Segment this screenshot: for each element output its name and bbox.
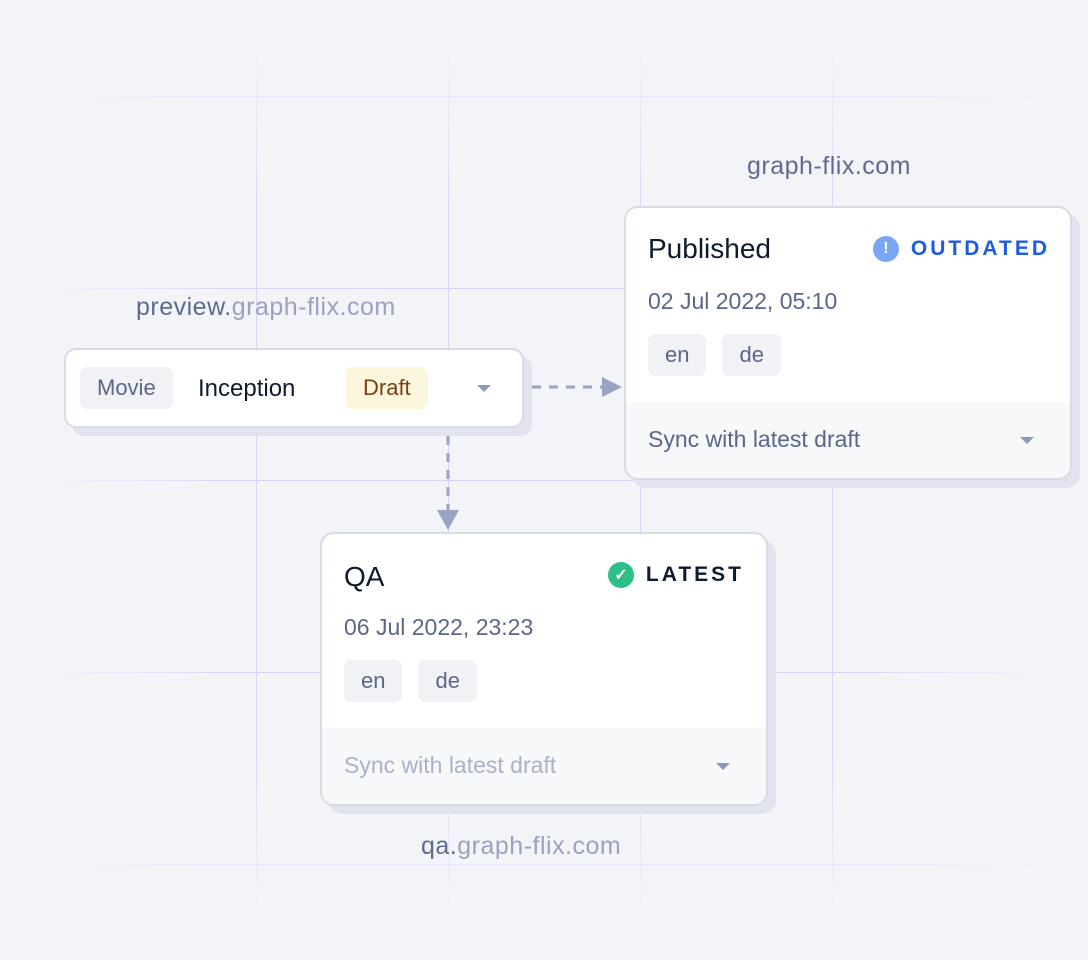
exclamation-icon: ! [872,236,899,262]
check-icon: ✓ [607,562,634,588]
domain-rest: graph-flix.com [231,293,396,321]
chevron-down-icon[interactable] [477,385,491,392]
locale-tag: de [418,660,477,702]
card-title: Published [648,233,771,264]
locale-tags: en de [648,334,781,376]
qa-domain-label: qa.graph-flix.com [421,832,621,861]
domain-prefix: qa. [421,832,458,860]
chevron-down-icon [716,763,730,770]
chevron-down-icon [1020,437,1034,444]
arrow-icon [437,510,459,530]
entry-name: Inception [198,375,296,402]
sync-dropdown[interactable]: Sync with latest draft [322,728,766,804]
grid-line [30,864,1058,865]
grid-line [30,480,1058,481]
grid-line [30,288,1058,289]
status-label: LATEST [645,563,744,586]
locale-tag: en [344,660,403,702]
content-type-badge: Movie [80,367,173,409]
domain-prefix: preview. [136,293,232,321]
draft-node[interactable]: Movie Inception Draft [64,348,524,428]
status-badge: ✓ LATEST [607,562,744,588]
card-date: 02 Jul 2022, 05:10 [648,288,838,314]
status-badge: ! OUTDATED [872,236,1050,262]
sync-dropdown[interactable]: Sync with latest draft [626,402,1070,478]
locale-tag: en [648,334,707,376]
grid-line [30,96,1058,97]
sync-label: Sync with latest draft [648,426,861,452]
locale-tags: en de [344,660,477,702]
published-domain-label: graph-flix.com [747,152,911,180]
domain-rest: graph-flix.com [457,832,622,860]
arrow-icon [602,377,622,397]
card-date: 06 Jul 2022, 23:23 [344,614,534,640]
sync-label: Sync with latest draft [344,752,557,778]
preview-domain-label: preview.graph-flix.com [136,293,396,322]
status-label: OUTDATED [910,237,1050,260]
card-title: QA [344,561,385,592]
qa-card: QA ✓ LATEST 06 Jul 2022, 23:23 en de Syn… [320,532,768,806]
published-card: Published ! OUTDATED 02 Jul 2022, 05:10 … [624,206,1072,480]
locale-tag: de [722,334,781,376]
draft-status-badge: Draft [346,367,428,409]
